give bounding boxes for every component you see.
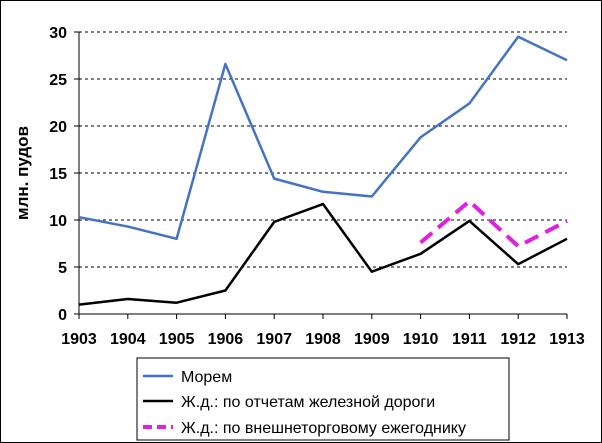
legend-label-3: Ж.д.: по внешнеторговому ежегоднику xyxy=(181,420,466,437)
x-tick-label: 1903 xyxy=(61,331,97,348)
y-tick-label: 20 xyxy=(49,119,67,136)
x-tick-label: 1906 xyxy=(208,331,244,348)
y-axis-title: млн. пудов xyxy=(13,126,32,220)
y-tick-label: 15 xyxy=(49,166,67,183)
series-lines xyxy=(78,35,568,306)
legend-label-1: Морем xyxy=(181,369,232,386)
x-tick-label: 1911 xyxy=(452,331,487,348)
x-tick-label: 1907 xyxy=(256,331,292,348)
y-tick-label: 30 xyxy=(49,25,67,42)
x-tick-label: 1904 xyxy=(110,331,146,348)
y-tick-label: 10 xyxy=(49,213,67,230)
series-line-3 xyxy=(419,199,568,249)
x-tick-label: 1908 xyxy=(305,331,341,348)
x-tick-label: 1909 xyxy=(354,331,390,348)
x-tick-label: 1913 xyxy=(549,331,585,348)
x-tick-label: 1912 xyxy=(500,331,536,348)
legend-label-2: Ж.д.: по отчетам железной дороги xyxy=(181,394,435,411)
legend-box xyxy=(136,357,510,441)
series-line-1 xyxy=(78,35,568,241)
tick-labels: 0 5 10 15 20 25 30 1903 1904 1905 1906 1907 1908 1909… xyxy=(49,25,585,348)
legend: Морем Ж.д.: по отчетам железной дороги Ж.д… xyxy=(136,357,510,441)
axes xyxy=(74,31,568,319)
x-tick-label: 1910 xyxy=(403,331,439,348)
y-tick-label: 0 xyxy=(58,307,67,324)
x-tick-label: 1905 xyxy=(159,331,195,348)
y-tick-label: 5 xyxy=(58,260,67,277)
series-line-2 xyxy=(78,202,568,306)
y-tick-label: 25 xyxy=(49,72,67,89)
